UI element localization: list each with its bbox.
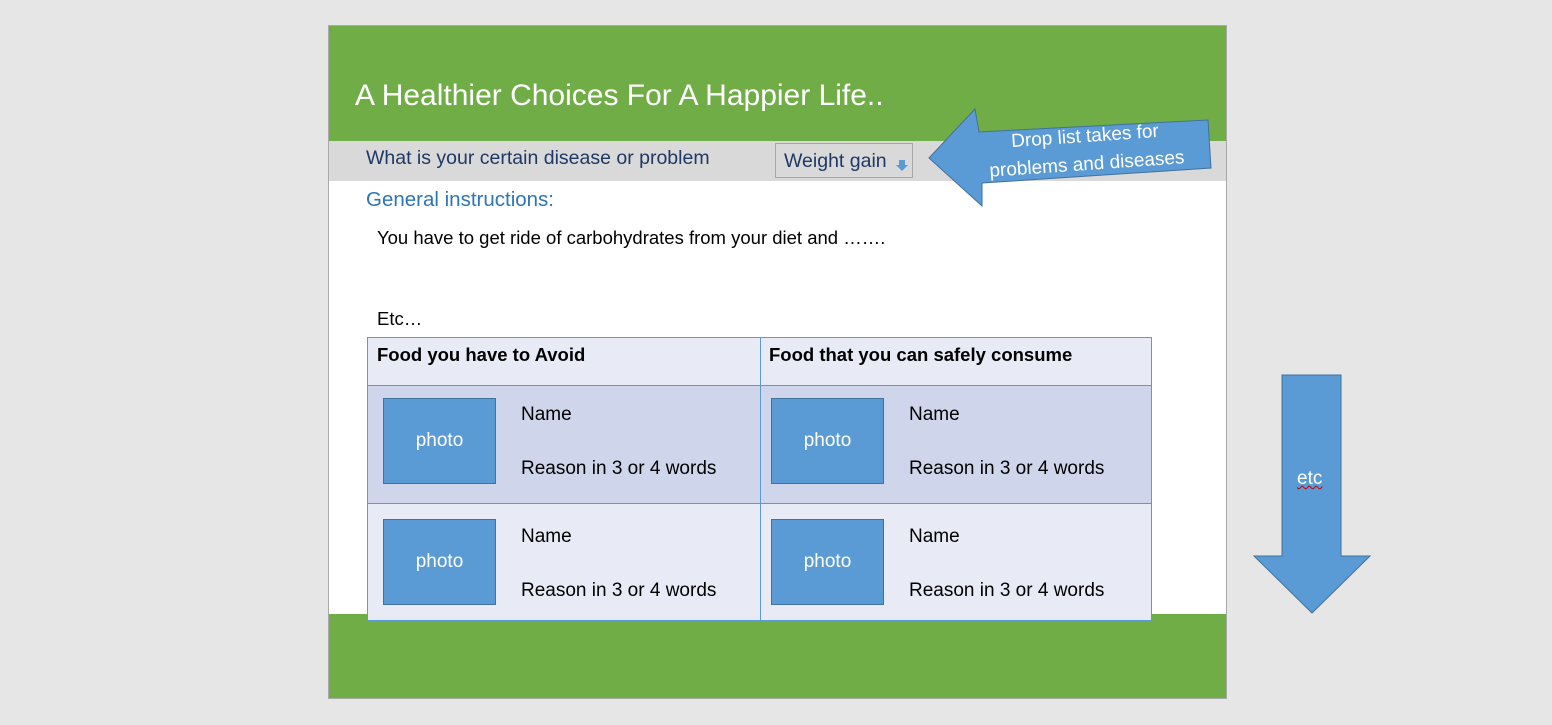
food-reason: Reason in 3 or 4 words bbox=[521, 580, 717, 601]
dropdown-selected-value: Weight gain bbox=[784, 150, 887, 172]
food-name: Name bbox=[909, 526, 960, 547]
instructions-etc: Etc… bbox=[377, 308, 423, 329]
question-label: What is your certain disease or problem bbox=[366, 147, 710, 169]
table-row-band bbox=[368, 386, 1151, 504]
left-arrow-shape bbox=[928, 107, 1212, 208]
header-safe: Food that you can safely consume bbox=[769, 344, 1073, 365]
food-photo[interactable]: photo bbox=[383, 398, 496, 484]
chevron-down-icon[interactable] bbox=[896, 155, 908, 178]
food-name: Name bbox=[909, 404, 960, 425]
table-divider bbox=[368, 503, 1151, 504]
header-avoid: Food you have to Avoid bbox=[377, 344, 586, 365]
food-name: Name bbox=[521, 526, 572, 547]
general-instructions-heading: General instructions: bbox=[366, 188, 555, 211]
footer-banner bbox=[329, 614, 1226, 698]
table-divider bbox=[368, 385, 1151, 386]
down-arrow-label: etc bbox=[1297, 468, 1323, 489]
instructions-text: You have to get ride of carbohydrates fr… bbox=[377, 227, 886, 248]
photo-label: photo bbox=[415, 551, 464, 572]
photo-label: photo bbox=[803, 430, 852, 451]
food-table: Food you have to Avoid Food that you can… bbox=[367, 337, 1152, 621]
down-arrow-shape bbox=[1252, 374, 1372, 614]
header-banner bbox=[329, 26, 1226, 141]
photo-label: photo bbox=[415, 430, 464, 451]
food-reason: Reason in 3 or 4 words bbox=[909, 458, 1105, 479]
page-title: A Healthier Choices For A Happier Life.. bbox=[355, 79, 884, 112]
food-photo[interactable]: photo bbox=[383, 519, 496, 605]
food-reason: Reason in 3 or 4 words bbox=[909, 580, 1105, 601]
food-reason: Reason in 3 or 4 words bbox=[521, 458, 717, 479]
food-photo[interactable]: photo bbox=[771, 519, 884, 605]
food-name: Name bbox=[521, 404, 572, 425]
food-photo[interactable]: photo bbox=[771, 398, 884, 484]
photo-label: photo bbox=[803, 551, 852, 572]
table-divider bbox=[760, 338, 761, 620]
disease-dropdown[interactable]: Weight gain bbox=[775, 143, 913, 178]
